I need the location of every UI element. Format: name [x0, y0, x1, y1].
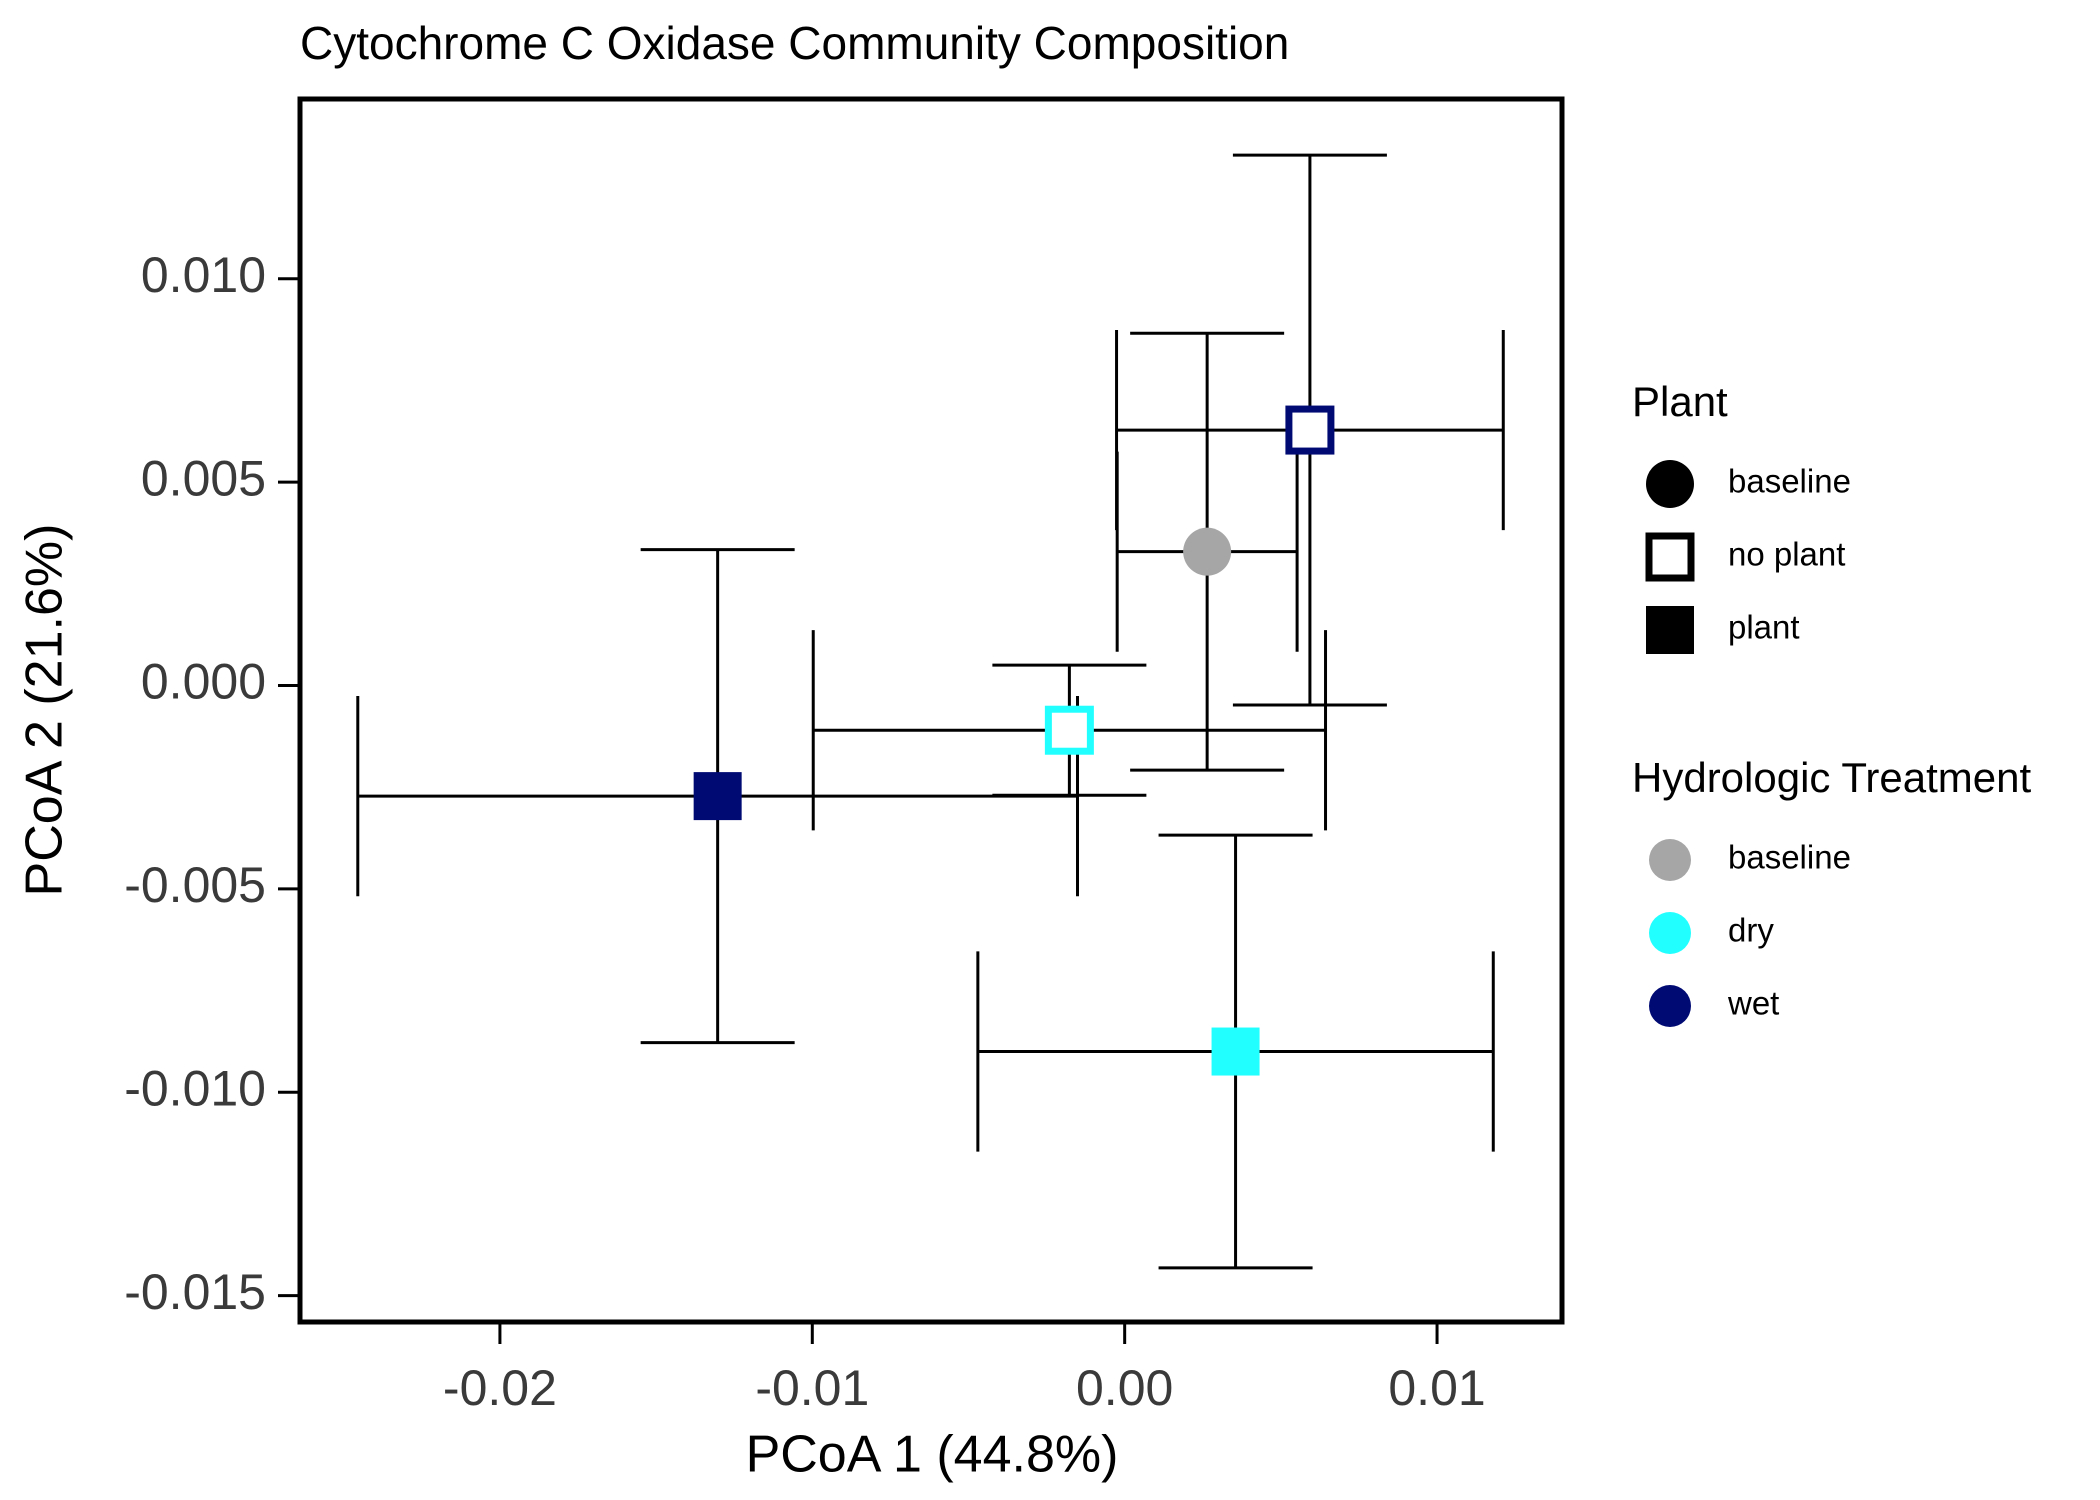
legend-label: baseline	[1728, 463, 1851, 500]
legend-title: Plant	[1632, 378, 1728, 425]
y-tick-label: -0.015	[124, 1264, 266, 1320]
x-tick-label: 0.00	[1076, 1360, 1173, 1416]
legend-symbol	[1649, 839, 1691, 881]
y-tick-label: -0.010	[124, 1060, 266, 1116]
legend-symbol	[1645, 532, 1695, 582]
x-axis-label: PCoA 1 (44.8%)	[746, 1426, 1119, 1484]
legend-symbol	[1646, 460, 1694, 508]
point	[1183, 527, 1232, 576]
legend-label: wet	[1727, 985, 1779, 1022]
legend-label: baseline	[1728, 839, 1851, 876]
chart-title: Cytochrome C Oxidase Community Compositi…	[300, 17, 1289, 69]
y-axis-label: PCoA 2 (21.6%)	[16, 524, 74, 897]
x-tick-label: -0.01	[755, 1360, 869, 1416]
legend-label: plant	[1728, 609, 1800, 646]
legend-title: Hydrologic Treatment	[1632, 754, 2031, 801]
point	[1211, 1027, 1260, 1076]
y-tick-label: 0.010	[141, 247, 266, 303]
legend-symbol	[1649, 985, 1691, 1027]
legend-label: no plant	[1728, 536, 1845, 573]
legend-symbol	[1646, 606, 1694, 654]
legend-label: dry	[1728, 912, 1774, 949]
y-tick-label: 0.000	[141, 654, 266, 710]
legend-symbol	[1649, 912, 1691, 954]
point	[1044, 705, 1094, 755]
point	[1285, 405, 1335, 455]
x-tick-label: -0.02	[443, 1360, 557, 1416]
y-tick-label: 0.005	[141, 450, 266, 506]
x-tick-label: 0.01	[1388, 1360, 1485, 1416]
y-tick-label: -0.005	[124, 857, 266, 913]
plot-frame	[297, 96, 1565, 1325]
point	[693, 772, 742, 821]
